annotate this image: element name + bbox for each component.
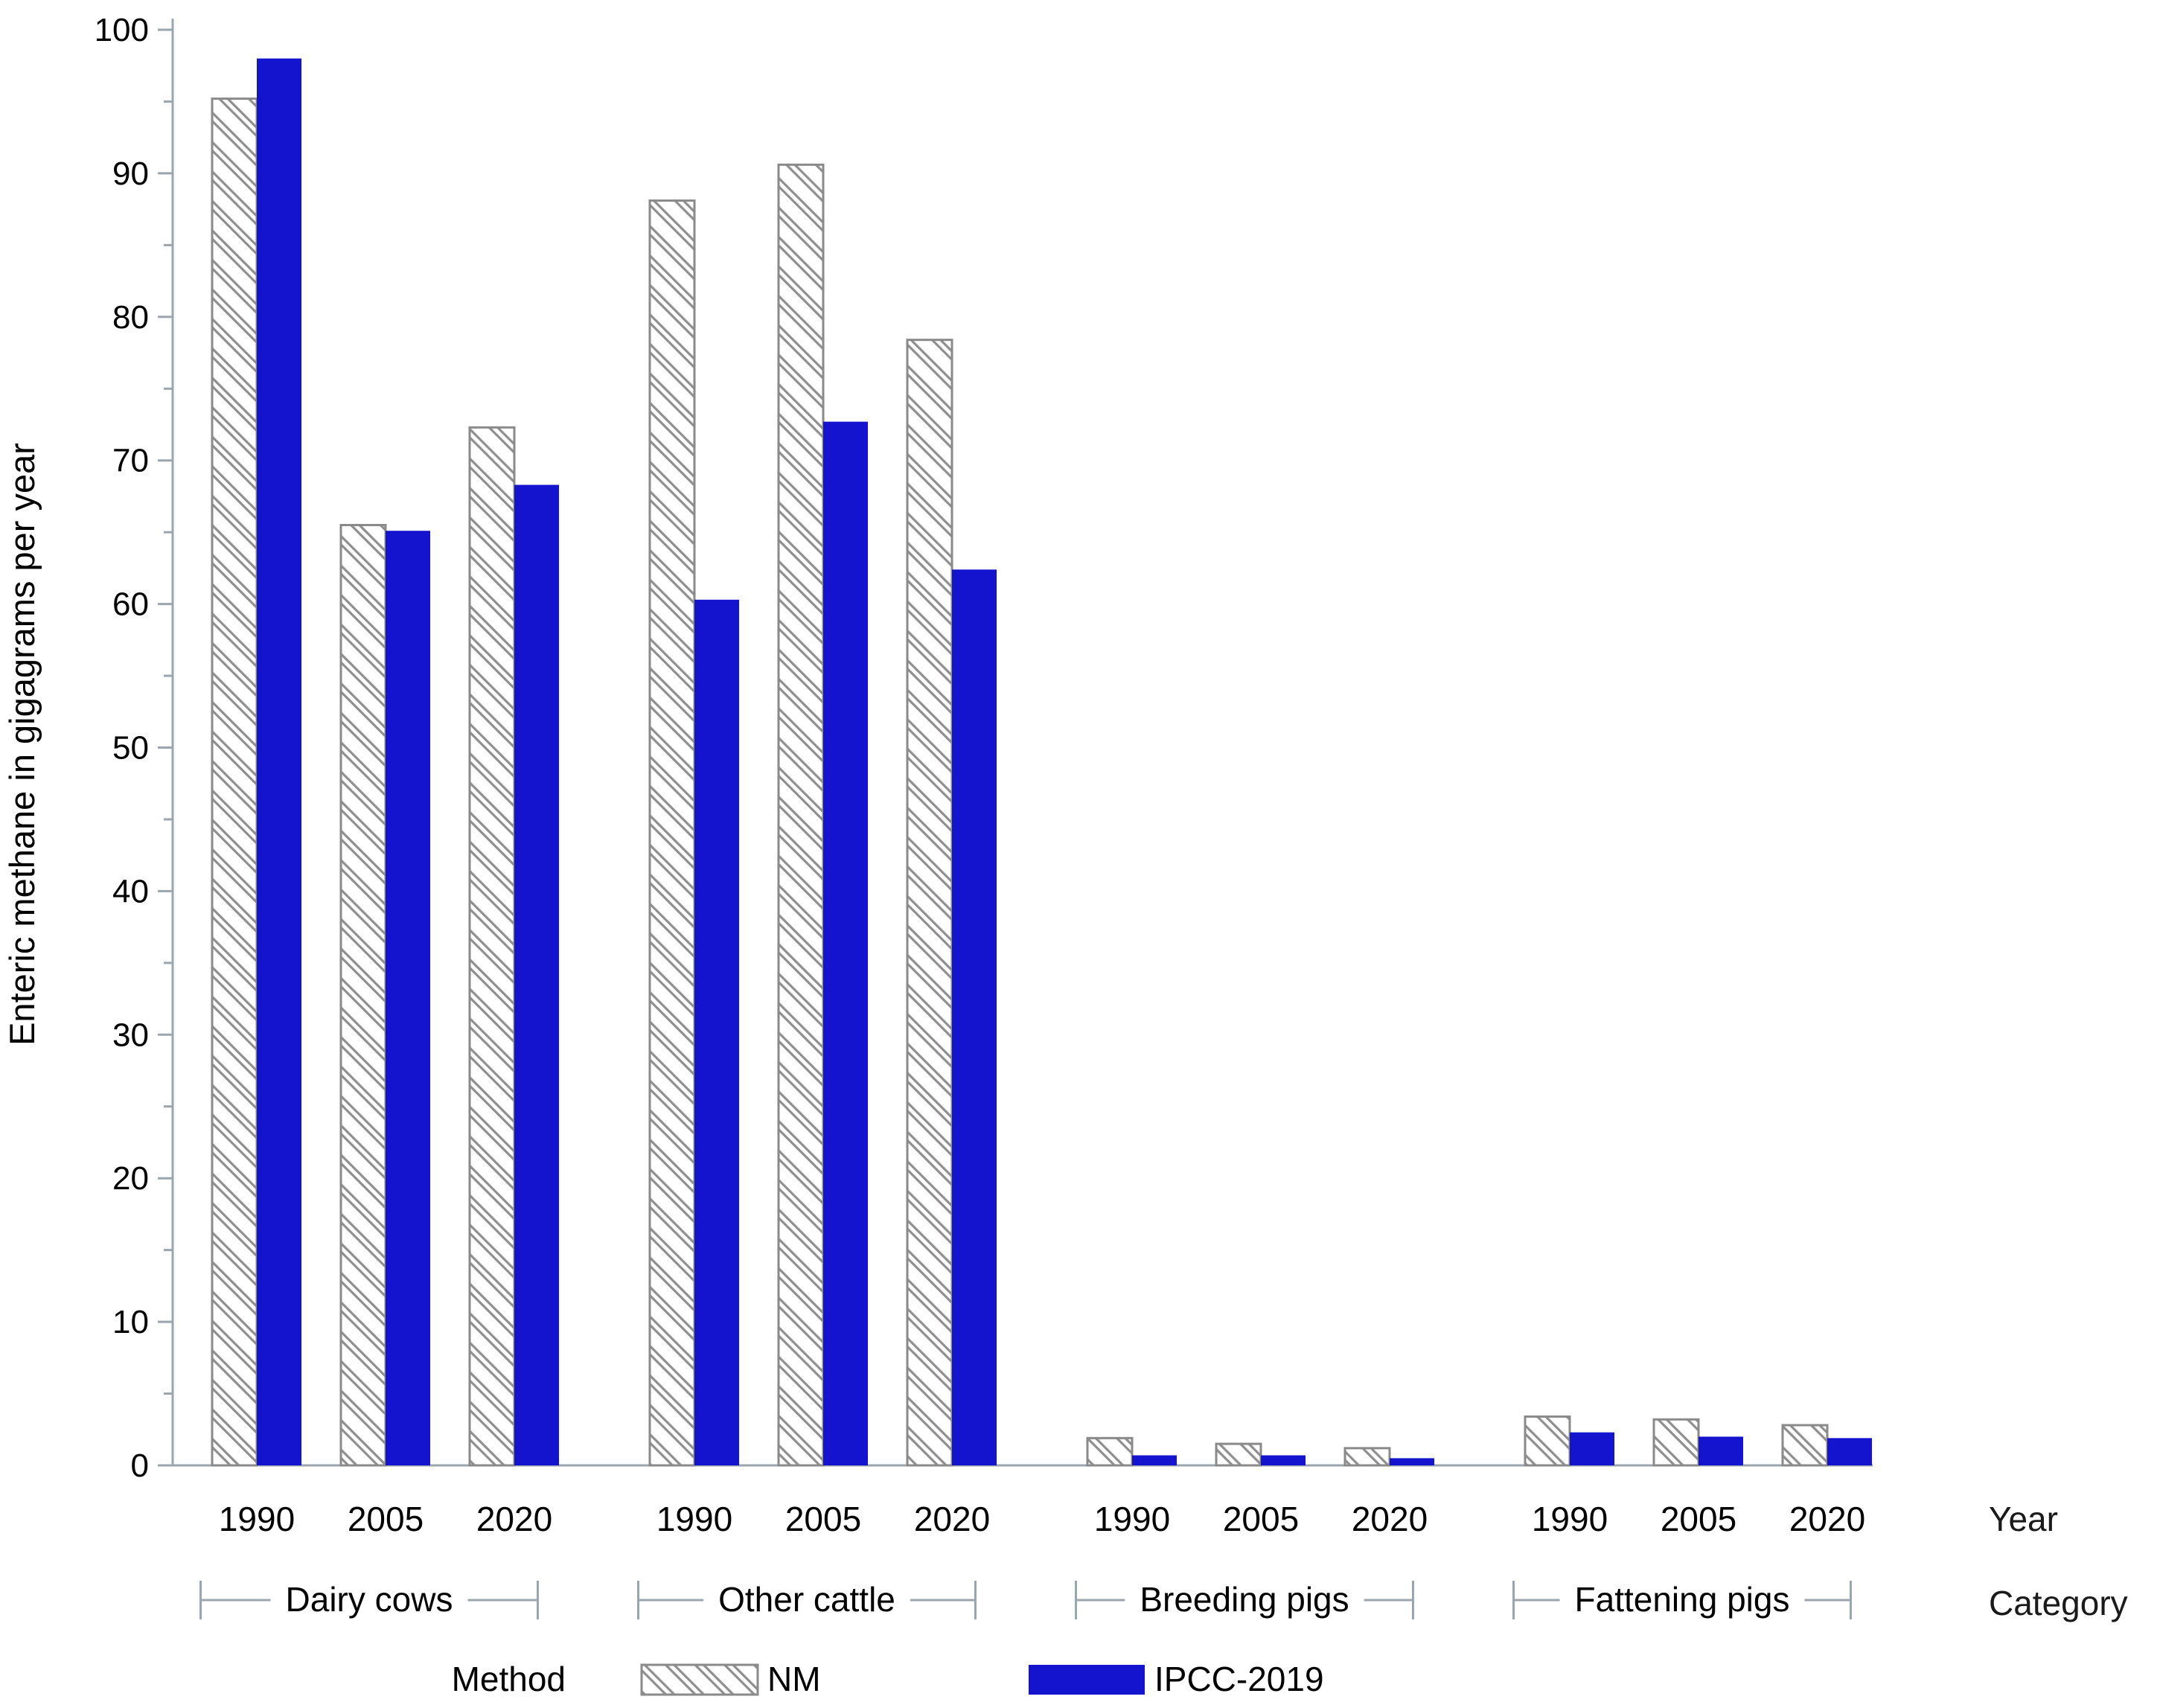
y-tick-label-50: 50 [112,730,149,767]
year-label-breeding-pigs-1990: 1990 [1094,1500,1170,1538]
y-tick-label-30: 30 [112,1017,149,1053]
bar-dairy-cows-1990-nm [211,97,258,1467]
y-tick-label-10: 10 [112,1304,149,1340]
year-label-other-cattle-2020: 2020 [914,1500,990,1538]
x-year-labels: 1990 2005 2020 1990 2005 2020 1990 2005 2020 1990… [219,1500,1865,1538]
bar-dairy-cows-2005-ipcc-2019 [386,531,430,1466]
bar-fattening-pigs-1990-ipcc-2019 [1570,1432,1614,1465]
category-label-breeding-pigs: Breeding pigs [1140,1580,1349,1619]
x-axis-name-year: Year [1989,1500,2058,1538]
category-bracket-breeding-pigs: Breeding pigs [1075,1580,1414,1619]
y-tick-label-70: 70 [112,443,149,479]
bar-breeding-pigs-2005-ipcc-2019 [1261,1455,1306,1465]
y-tick-label-90: 90 [112,156,149,192]
y-axis-title: Enteric methane in gigagrams per year [2,443,42,1046]
bar-fattening-pigs-1990-nm [1524,1415,1571,1467]
year-label-other-cattle-1990: 1990 [656,1500,732,1538]
bar-dairy-cows-2020-ipcc-2019 [514,484,559,1466]
category-axis: Dairy cows Other cattle Breeding pigs Fatte… [199,1580,1852,1619]
bar-dairy-cows-1990-ipcc-2019 [257,58,301,1466]
year-label-fattening-pigs-2020: 2020 [1789,1500,1865,1538]
category-bracket-other-cattle: Other cattle [637,1580,977,1619]
legend-swatch-ipcc [1029,1665,1145,1695]
category-label-dairy-cows: Dairy cows [286,1580,453,1619]
bar-other-cattle-2020-nm [906,339,953,1467]
bar-other-cattle-2005-ipcc-2019 [823,421,868,1466]
bar-other-cattle-1990-ipcc-2019 [694,599,739,1465]
y-tick-label-60: 60 [112,586,149,623]
year-label-dairy-cows-1990: 1990 [219,1500,295,1538]
legend-title: Method [452,1660,566,1698]
bar-breeding-pigs-2020-nm [1343,1447,1391,1467]
category-bracket-dairy-cows: Dairy cows [199,1580,539,1619]
y-tick-label-0: 0 [131,1448,149,1484]
bar-fattening-pigs-2005-ipcc-2019 [1699,1436,1743,1465]
bar-fattening-pigs-2020-ipcc-2019 [1827,1438,1872,1465]
category-bracket-fattening-pigs: Fattening pigs [1512,1580,1852,1619]
y-tick-label-20: 20 [112,1160,149,1197]
bar-fattening-pigs-2020-nm [1781,1424,1829,1467]
legend-label-ipcc: IPCC-2019 [1154,1660,1324,1698]
bar-other-cattle-2020-ipcc-2019 [952,569,997,1466]
bar-breeding-pigs-2020-ipcc-2019 [1390,1458,1434,1465]
year-label-breeding-pigs-2020: 2020 [1352,1500,1428,1538]
bar-other-cattle-2005-nm [777,163,825,1467]
year-label-dairy-cows-2005: 2005 [348,1500,424,1538]
legend: Method NM IPCC-2019 [452,1660,1324,1698]
y-axis: 0 10 20 30 40 50 60 70 80 90 100 [95,12,1873,1484]
bar-dairy-cows-2005-nm [339,524,387,1467]
category-label-other-cattle: Other cattle [718,1580,895,1619]
year-label-dairy-cows-2020: 2020 [476,1500,552,1538]
legend-swatch-nm [640,1663,759,1696]
bar-breeding-pigs-1990-ipcc-2019 [1132,1455,1177,1465]
bar-breeding-pigs-1990-nm [1086,1436,1134,1467]
y-tick-label-40: 40 [112,873,149,909]
x-axis-name-category: Category [1989,1584,2128,1622]
category-label-fattening-pigs: Fattening pigs [1575,1580,1790,1619]
bar-dairy-cows-2020-nm [468,426,516,1467]
year-label-fattening-pigs-1990: 1990 [1532,1500,1608,1538]
bar-other-cattle-1990-nm [648,199,696,1467]
year-label-fattening-pigs-2005: 2005 [1661,1500,1736,1538]
bars [211,58,1872,1467]
year-label-breeding-pigs-2005: 2005 [1223,1500,1299,1538]
y-tick-label-80: 80 [112,299,149,336]
bar-breeding-pigs-2005-nm [1215,1442,1262,1467]
legend-label-nm: NM [767,1660,821,1698]
bar-fattening-pigs-2005-nm [1652,1418,1700,1467]
y-tick-label-100: 100 [95,12,149,48]
year-label-other-cattle-2005: 2005 [785,1500,861,1538]
